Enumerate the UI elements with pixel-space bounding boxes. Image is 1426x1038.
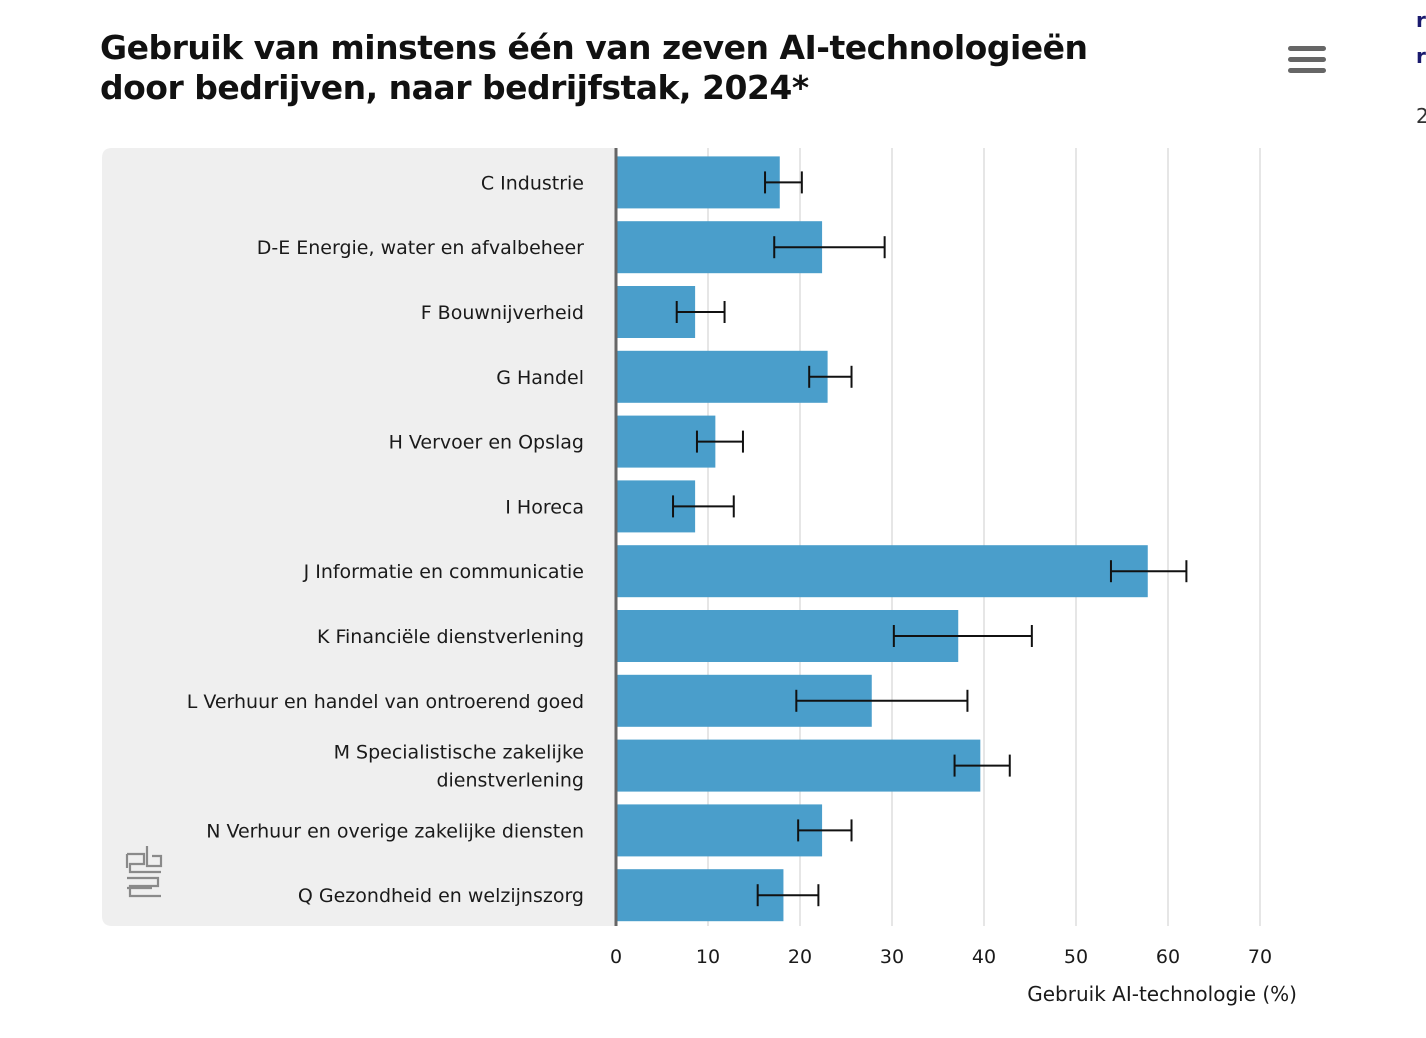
bar [616, 350, 828, 403]
x-tick-label: 70 [1248, 946, 1272, 968]
category-label-line: G Handel [496, 367, 584, 389]
category-label: J Informatie en communicatie [303, 561, 584, 583]
bar [616, 156, 780, 209]
menu-line [1288, 68, 1326, 73]
category-label-line: N Verhuur en overige zakelijke diensten [206, 820, 584, 842]
bar [616, 869, 784, 922]
category-label-line: L Verhuur en handel van ontroerend goed [187, 691, 584, 713]
category-label: D-E Energie, water en afvalbeheer [257, 237, 584, 259]
x-tick-label: 30 [880, 946, 904, 968]
cbs-logo-stroke [145, 846, 163, 868]
category-label-line: Q Gezondheid en welzijnszorg [298, 885, 584, 907]
x-axis-title: Gebruik AI-technologie (%) [1027, 982, 1297, 1006]
category-label: F Bouwnijverheid [421, 302, 584, 324]
menu-line [1288, 57, 1326, 62]
x-tick-label: 10 [696, 946, 720, 968]
edge-glyph: r [1416, 44, 1426, 68]
x-tick-label: 20 [788, 946, 812, 968]
menu-line [1288, 46, 1326, 51]
category-label-line: D-E Energie, water en afvalbeheer [257, 237, 584, 259]
category-label-line: K Financiële dienstverlening [317, 626, 584, 648]
category-label-line: M Specialistische zakelijke [334, 742, 584, 764]
category-label: K Financiële dienstverlening [317, 626, 584, 648]
category-label: C Industrie [481, 172, 584, 194]
cbs-logo-stroke [127, 876, 161, 898]
bar [616, 739, 981, 792]
edge-glyph: 2 [1416, 104, 1426, 128]
bar [616, 545, 1148, 598]
label-panel [102, 148, 616, 926]
cbs-logo-icon [125, 846, 163, 898]
category-label-line: I Horeca [505, 496, 584, 518]
x-tick-label: 40 [972, 946, 996, 968]
category-label-line: H Vervoer en Opslag [389, 432, 584, 454]
category-label: Q Gezondheid en welzijnszorg [298, 885, 584, 907]
category-label-line: C Industrie [481, 172, 584, 194]
category-label: H Vervoer en Opslag [389, 432, 584, 454]
edge-glyph: r [1416, 8, 1426, 32]
category-label: M Specialistische zakelijke dienstverleni… [334, 742, 584, 792]
category-label-line: dienstverlening [436, 770, 584, 792]
category-label-line: F Bouwnijverheid [421, 302, 584, 324]
category-label: N Verhuur en overige zakelijke diensten [206, 820, 584, 842]
category-label-line: J Informatie en communicatie [303, 561, 584, 583]
category-label: L Verhuur en handel van ontroerend goed [187, 691, 584, 713]
chart-title: Gebruik van minstens één van zeven AI-te… [100, 28, 1088, 107]
x-tick-label: 50 [1064, 946, 1088, 968]
category-label: I Horeca [505, 496, 584, 518]
category-label: G Handel [496, 367, 584, 389]
hamburger-menu-icon[interactable] [1288, 46, 1326, 76]
bar [616, 804, 823, 857]
x-tick-label: 60 [1156, 946, 1180, 968]
cbs-logo-stroke [127, 852, 161, 874]
x-tick-label: 0 [610, 946, 622, 968]
